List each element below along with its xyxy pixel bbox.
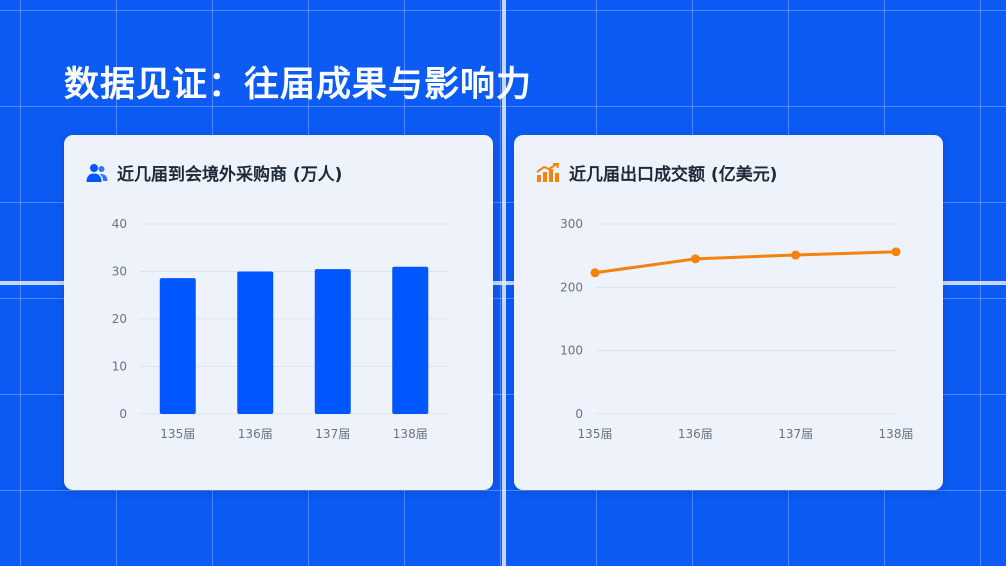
x-tick-label: 138届 <box>879 427 914 441</box>
y-tick-label: 200 <box>560 280 583 294</box>
exports-line-chart: 0 100 200 300 135届 136届 137届 138届 <box>560 217 914 441</box>
x-tick-label: 135届 <box>578 427 613 441</box>
y-tick-label: 40 <box>112 217 127 231</box>
bar <box>392 266 429 414</box>
x-tick-label: 137届 <box>315 427 350 441</box>
buyers-bar-chart: 0 10 20 30 40 135届 136届 137届 138届 <box>112 217 449 441</box>
x-tick-label: 138届 <box>393 427 428 441</box>
y-tick-label: 0 <box>575 407 583 421</box>
exports-card-header: 近几届出口成交额 (亿美元) <box>536 160 777 185</box>
background-divider-vertical <box>502 0 506 566</box>
exports-card: 近几届出口成交额 (亿美元) 0 100 200 300 135届 136届 137届 138… <box>514 135 943 490</box>
buyers-card: 近几届到会境外采购商 (万人) 0 10 20 30 40 135届 136届 137届 138… <box>64 135 493 490</box>
data-point <box>791 250 801 260</box>
bar <box>159 278 196 414</box>
data-point <box>690 254 700 264</box>
buyers-card-title: 近几届到会境外采购商 (万人) <box>117 165 343 185</box>
y-tick-label: 30 <box>112 265 127 279</box>
bar <box>237 271 274 414</box>
x-tick-label: 136届 <box>678 427 713 441</box>
bar <box>314 269 351 414</box>
users-icon <box>86 163 108 182</box>
data-point <box>590 268 600 278</box>
y-tick-label: 300 <box>560 217 583 231</box>
bar-chart-trend-icon <box>536 162 560 182</box>
y-tick-label: 0 <box>119 407 127 421</box>
page-title: 数据见证：往届成果与影响力 <box>64 65 533 105</box>
series-line <box>594 250 897 275</box>
x-tick-label: 135届 <box>160 427 195 441</box>
y-tick-label: 10 <box>112 360 127 374</box>
buyers-card-header: 近几届到会境外采购商 (万人) <box>86 160 342 185</box>
x-tick-label: 136届 <box>238 427 273 441</box>
y-tick-label: 20 <box>112 312 127 326</box>
data-point <box>891 247 901 257</box>
exports-card-title: 近几届出口成交额 (亿美元) <box>569 165 778 185</box>
x-tick-label: 137届 <box>778 427 813 441</box>
y-tick-label: 100 <box>560 344 583 358</box>
